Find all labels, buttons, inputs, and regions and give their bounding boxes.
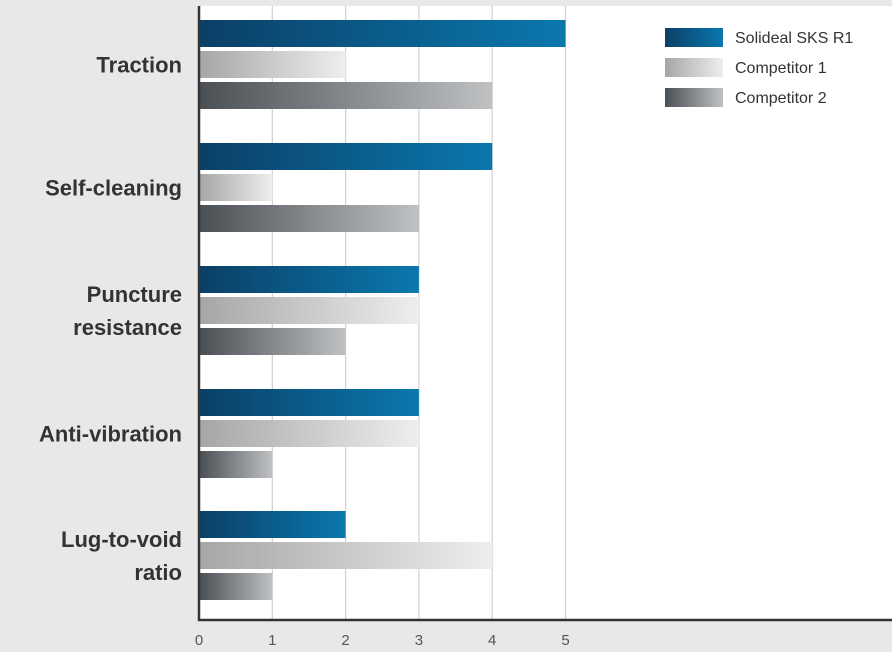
category-label: Self-cleaning xyxy=(45,176,182,201)
x-tick-label: 1 xyxy=(268,632,276,649)
axes xyxy=(197,6,892,622)
bar-competitor-1-2 xyxy=(199,297,419,324)
bar-competitor-2-0 xyxy=(199,82,493,109)
x-tick-label: 4 xyxy=(488,632,496,649)
x-tick-label: 3 xyxy=(415,632,423,649)
category-label: ratio xyxy=(134,560,182,585)
bar-competitor-1-4 xyxy=(199,542,493,569)
bar-solideal-sks-r1-4 xyxy=(199,511,346,538)
category-label: Anti-vibration xyxy=(39,422,182,447)
x-tick-label: 2 xyxy=(341,632,349,649)
x-tick-label: 0 xyxy=(195,632,203,649)
bar-solideal-sks-r1-1 xyxy=(199,143,493,170)
x-tick-labels: 0 1 2 3 4 5 xyxy=(195,632,570,649)
legend: Solideal SKS R1 Competitor 1 Competitor 2 xyxy=(665,28,853,107)
legend-label: Solideal SKS R1 xyxy=(735,30,853,47)
bar-competitor-2-3 xyxy=(199,451,273,478)
bar-solideal-sks-r1-3 xyxy=(199,389,419,416)
category-label: Lug-to-void xyxy=(61,527,182,552)
bar-competitor-1-1 xyxy=(199,174,273,201)
category-label: Puncture xyxy=(87,282,182,307)
legend-swatch xyxy=(665,28,723,47)
category-labels: Traction Self-cleaning Puncture resistance A… xyxy=(39,53,182,586)
category-label: resistance xyxy=(73,315,182,340)
bar-competitor-1-3 xyxy=(199,420,419,447)
bar-competitor-1-0 xyxy=(199,51,346,78)
legend-swatch xyxy=(665,58,723,77)
bars xyxy=(199,20,566,600)
bar-solideal-sks-r1-0 xyxy=(199,20,566,47)
bar-competitor-2-1 xyxy=(199,205,419,232)
legend-label: Competitor 1 xyxy=(735,60,827,77)
bar-competitor-2-2 xyxy=(199,328,346,355)
x-tick-label: 5 xyxy=(561,632,569,649)
legend-swatch xyxy=(665,88,723,107)
bar-competitor-2-4 xyxy=(199,573,273,600)
legend-label: Competitor 2 xyxy=(735,90,827,107)
category-label: Traction xyxy=(96,53,182,78)
bar-solideal-sks-r1-2 xyxy=(199,266,419,293)
